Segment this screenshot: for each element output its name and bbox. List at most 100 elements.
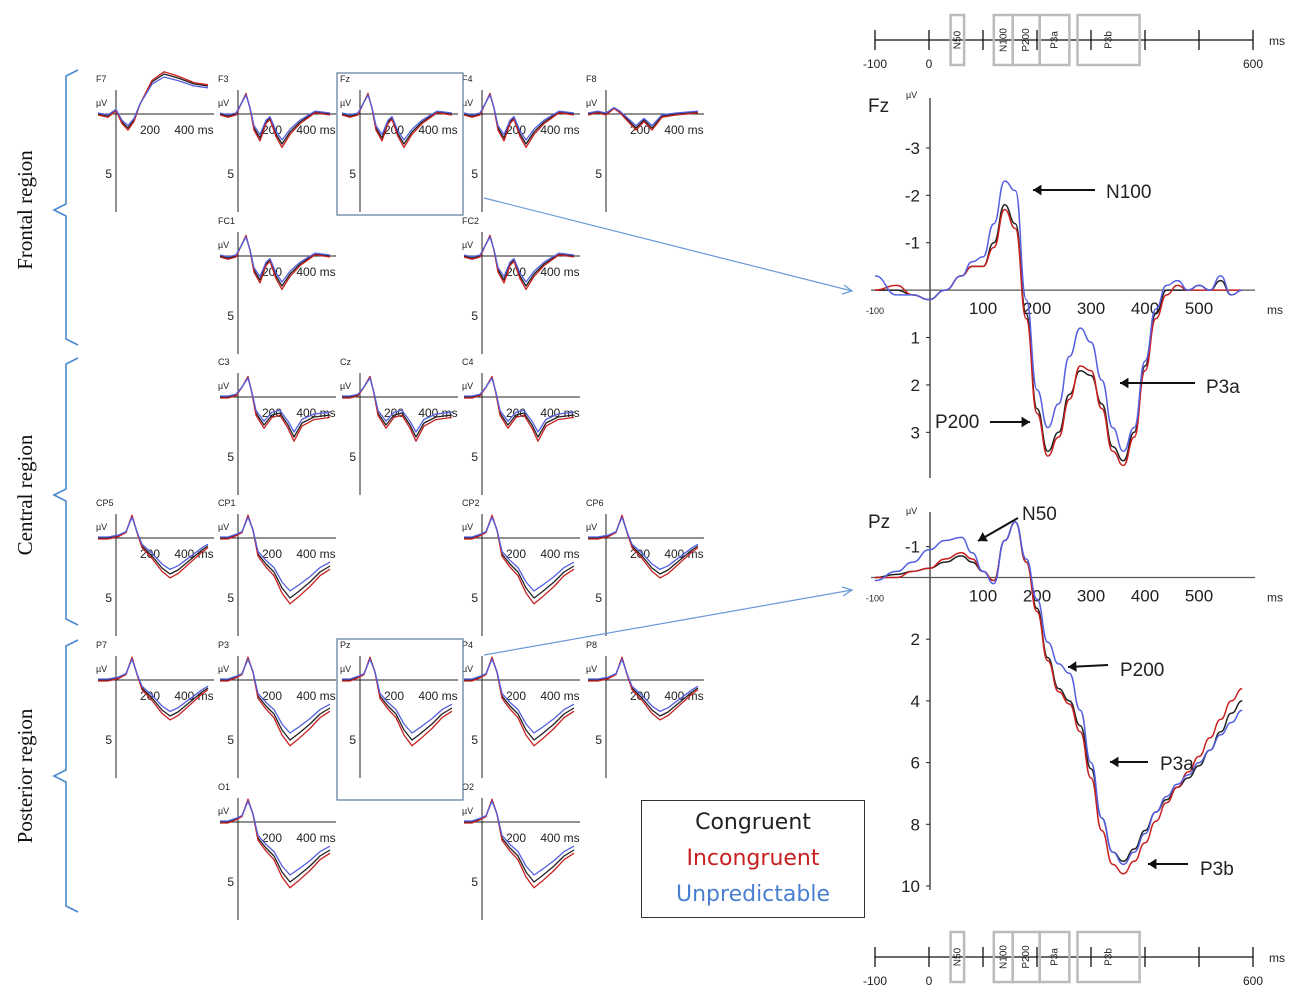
small-panel-label: CP6	[586, 498, 604, 508]
small-panel-trace	[588, 657, 699, 717]
small-panel-label: P3	[218, 640, 229, 650]
panel-ytick-label: 6	[911, 754, 920, 773]
small-panel-trace	[464, 800, 575, 876]
small-panel-xtick: 400 ms	[418, 689, 457, 703]
panel-ytick-label: -1	[905, 538, 920, 557]
small-panel-label: O1	[218, 782, 230, 792]
small-panel-xtick: 400 ms	[296, 547, 335, 561]
region-label: Central region	[13, 434, 37, 555]
small-panel-trace	[220, 516, 331, 592]
region-bracket	[52, 639, 79, 913]
timeline-window-box	[1076, 930, 1141, 984]
annotation-p200: P200	[1120, 660, 1164, 681]
panel-ytick-label: 8	[911, 815, 920, 834]
small-panel-ytick: 5	[471, 450, 478, 464]
small-panel-ytick: 5	[349, 733, 356, 747]
small-panel-trace	[219, 94, 331, 141]
small-panel-trace	[464, 514, 575, 605]
small-panel-xtick: 200	[506, 831, 526, 845]
small-panel-unit: µV	[586, 664, 597, 674]
small-panel-trace	[342, 375, 453, 442]
connector-pz-head	[841, 586, 854, 597]
legend-congruent: Congruent	[695, 810, 811, 835]
small-panel-trace	[219, 234, 331, 291]
small-panel-unit: µV	[462, 240, 473, 250]
small-panel-trace	[342, 377, 453, 433]
panel-xtick-label: 200	[1023, 587, 1051, 606]
timeline-window-label: P3b	[1104, 31, 1115, 49]
small-panel-trace	[98, 656, 209, 721]
series-line-unpredictable	[874, 521, 1243, 866]
small-panel-xtick: 200	[384, 689, 404, 703]
timeline-window-label: N100	[998, 945, 1009, 969]
panel-ytick-label: -2	[905, 186, 920, 205]
annotation-arrowhead	[1021, 416, 1030, 428]
panel-xunit: ms	[1267, 303, 1283, 317]
small-panel-label: F8	[586, 74, 597, 84]
panel-xtick-label: 100	[969, 587, 997, 606]
small-panel-trace	[98, 515, 209, 575]
annotation-n100: N100	[1106, 182, 1151, 203]
small-panel-trace	[220, 375, 331, 442]
timeline-window-label: P3a	[1050, 31, 1061, 49]
small-panel-unit: µV	[218, 522, 229, 532]
small-panel-unit: µV	[96, 664, 107, 674]
small-panel-trace	[464, 375, 575, 442]
small-panel-ytick: 5	[595, 591, 602, 605]
small-panel-pz: Pz µV 200 400 ms 5	[340, 640, 458, 778]
panel-title: Pz	[868, 512, 890, 533]
timeline-zero-label: 0	[926, 57, 933, 71]
timeline-window-label: P200	[1021, 945, 1032, 969]
timeline-window-box	[1038, 13, 1071, 67]
small-panel-unit: µV	[586, 522, 597, 532]
small-panel-label: O2	[462, 782, 474, 792]
small-panel-label: FC1	[218, 216, 235, 226]
small-panel-trace	[219, 92, 331, 149]
small-panel-xtick: 400 ms	[540, 689, 579, 703]
small-panel-label: F4	[462, 74, 473, 84]
timeline-start-label: -100	[863, 974, 887, 988]
annotation-n50: N50	[1022, 504, 1057, 525]
series-line-unpredictable	[874, 180, 1243, 453]
annotation-arrowhead	[978, 532, 988, 542]
panel-xtick-label: 300	[1077, 587, 1105, 606]
timeline-bottom: N50 N100 P200 P3a P3b -100 0 600 ms	[863, 930, 1285, 988]
small-panel-ytick: 5	[349, 167, 356, 181]
panel-unit: µV	[906, 506, 917, 516]
timeline-start-label: -100	[863, 57, 887, 71]
small-panel-xtick: 400 ms	[540, 265, 579, 279]
small-panel-trace	[464, 658, 575, 734]
small-panel-ytick: 5	[471, 875, 478, 889]
small-panel-ytick: 5	[349, 450, 356, 464]
small-panel-trace	[220, 514, 331, 605]
small-panel-ytick: 5	[105, 733, 112, 747]
small-panel-trace	[220, 658, 331, 734]
small-panel-ytick: 5	[471, 591, 478, 605]
series-line-incongruent	[874, 521, 1243, 875]
small-panel-xtick: 200	[140, 123, 160, 137]
panel-xtick-label: 500	[1185, 299, 1213, 318]
small-panel-trace	[464, 798, 575, 889]
small-panel-unit: µV	[218, 240, 229, 250]
small-panel-unit: µV	[218, 98, 229, 108]
small-panel-label: Cz	[340, 357, 351, 367]
small-panel-xtick: 400 ms	[540, 406, 579, 420]
small-panel-cp2: CP2 µV 200 400 ms 5	[462, 498, 580, 636]
small-panel-trace	[220, 798, 331, 889]
small-panel-ytick: 5	[227, 450, 234, 464]
small-panel-unit: µV	[340, 381, 351, 391]
panel-xtick-label: -100	[866, 306, 884, 316]
small-panel-trace	[587, 107, 699, 131]
legend-incongruent: Incongruent	[686, 846, 820, 871]
small-panel-trace	[341, 94, 453, 141]
panel-ytick-label: 2	[911, 630, 920, 649]
annotation-p3b: P3b	[1200, 859, 1234, 880]
